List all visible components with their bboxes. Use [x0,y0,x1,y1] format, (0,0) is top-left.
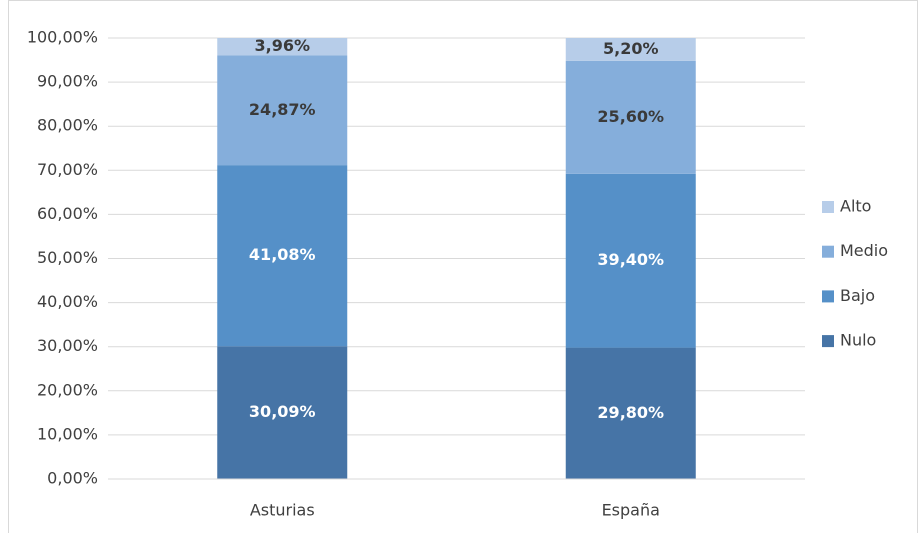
bar-segment [217,165,348,347]
legend-swatch [822,335,834,348]
legend-label: Alto [840,197,871,216]
bar-segment [565,60,696,174]
bar-segment [217,346,348,479]
y-tick-label: 40,00% [37,292,98,311]
legend-label: Nulo [840,331,876,350]
legend-label: Medio [840,241,888,260]
bar-segment [565,173,696,348]
y-tick-label: 70,00% [37,160,98,179]
x-tick-label: Asturias [250,501,315,520]
y-tick-label: 0,00% [47,469,98,488]
y-tick-label: 100,00% [27,28,98,47]
data-label: 39,40% [597,250,664,269]
x-tick-label: España [602,501,660,520]
bar-segment [217,55,348,166]
data-label: 3,96% [254,36,310,55]
data-label: 24,87% [249,100,316,119]
legend-label: Bajo [840,286,875,305]
legend-swatch [822,245,834,258]
y-tick-label: 90,00% [37,72,98,91]
data-label: 30,09% [249,402,316,421]
chart-frame [8,0,918,533]
bar-segment [217,38,348,56]
data-label: 41,08% [249,245,316,264]
bar-segment [565,38,696,61]
y-tick-label: 80,00% [37,116,98,135]
data-label: 25,60% [597,107,664,126]
data-label: 29,80% [597,403,664,422]
y-tick-label: 20,00% [37,380,98,399]
legend-swatch [822,201,834,213]
legend-swatch [822,290,834,303]
y-tick-label: 50,00% [37,248,98,267]
bar-segment [565,347,696,479]
data-label: 5,20% [603,39,659,58]
y-tick-label: 30,00% [37,336,98,355]
y-tick-label: 60,00% [37,204,98,223]
y-tick-label: 10,00% [37,424,98,443]
